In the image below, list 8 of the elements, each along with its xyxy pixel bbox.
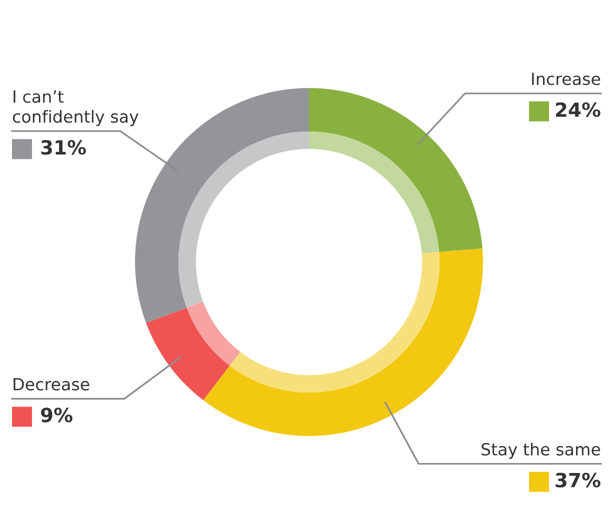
text: 31% [41, 140, 86, 155]
text: 24% [556, 102, 600, 118]
slice-label: Stay the same [482, 442, 600, 459]
slice-label: Decrease [14, 378, 90, 390]
slice-label: I can’t confidently say [12, 90, 138, 126]
slice-label: Increase [532, 72, 600, 86]
text: 37% [556, 472, 600, 488]
text: 9% [41, 408, 72, 422]
